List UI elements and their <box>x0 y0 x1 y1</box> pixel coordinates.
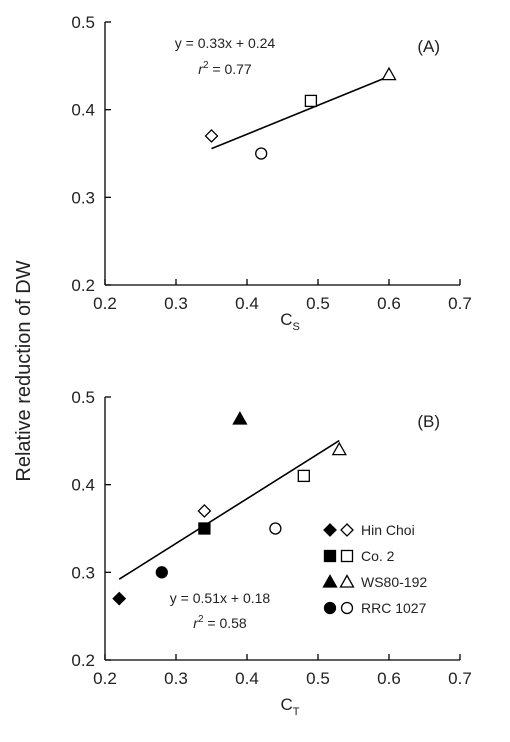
y-tick-label: 0.5 <box>71 388 95 407</box>
data-point <box>381 66 397 81</box>
x-tick-label: 0.6 <box>377 669 401 688</box>
legend-marker-open <box>339 574 355 588</box>
x-tick-label: 0.4 <box>235 294 259 313</box>
legend-label: WS80-192 <box>361 574 427 590</box>
y-tick-label: 0.3 <box>71 563 95 582</box>
legend-marker-open <box>340 601 354 615</box>
data-point <box>204 129 219 143</box>
x-axis-label: CT <box>280 695 299 718</box>
r-squared: r2 = 0.58 <box>193 614 247 631</box>
y-tick-label: 0.5 <box>71 13 95 32</box>
x-tick-label: 0.5 <box>306 669 330 688</box>
x-tick-label: 0.7 <box>448 669 472 688</box>
legend-label: RRC 1027 <box>361 600 427 616</box>
x-tick-label: 0.3 <box>164 294 188 313</box>
data-point <box>197 504 212 518</box>
panel-letter: (B) <box>417 412 440 431</box>
regression-line <box>118 439 340 580</box>
x-tick-label: 0.3 <box>164 669 188 688</box>
y-tick-label: 0.2 <box>71 276 95 295</box>
y-tick-label: 0.4 <box>71 101 95 120</box>
legend-label: Co. 2 <box>361 548 395 564</box>
legend-marker-open <box>340 549 354 563</box>
legend-marker-filled <box>323 549 337 563</box>
data-point <box>331 441 347 456</box>
y-tick-label: 0.3 <box>71 188 95 207</box>
legend-marker-open <box>340 523 354 537</box>
data-point <box>269 522 282 535</box>
legend-marker-filled <box>323 523 337 537</box>
legend-marker-filled <box>322 574 338 588</box>
x-tick-label: 0.6 <box>377 294 401 313</box>
y-tick-label: 0.4 <box>71 476 95 495</box>
data-point <box>155 566 168 579</box>
x-tick-label: 0.2 <box>93 669 117 688</box>
x-tick-label: 0.7 <box>448 294 472 313</box>
panel-b: 0.2 0.3 0.4 0.5 0.2 0.3 0.4 0.5 0.6 0.7 (B) y = 0.5… <box>71 388 471 718</box>
data-point <box>255 147 268 160</box>
data-point <box>198 522 211 535</box>
y-axis-label: Relative reduction of DW <box>13 260 35 481</box>
x-tick-label: 0.2 <box>93 294 117 313</box>
legend: Hin Choi Co. 2 WS80-192 RRC 1027 <box>322 522 427 616</box>
data-point <box>297 469 310 483</box>
x-tick-label: 0.4 <box>235 669 259 688</box>
regression-line <box>211 75 390 150</box>
x-axis-label: CS <box>280 310 300 333</box>
panel-letter: (A) <box>417 37 440 56</box>
legend-marker-filled <box>323 601 337 615</box>
regression-equation: y = 0.33x + 0.24 <box>175 35 276 51</box>
regression-equation: y = 0.51x + 0.18 <box>170 590 271 606</box>
r-squared: r2 = 0.77 <box>198 60 252 77</box>
data-point <box>112 591 127 606</box>
panel-a: 0.2 0.3 0.4 0.5 0.2 0.3 0.4 0.5 0.6 0.7 (A) y = 0.3… <box>71 13 471 333</box>
data-point <box>304 94 318 108</box>
data-point <box>232 411 248 425</box>
y-tick-label: 0.2 <box>71 651 95 670</box>
legend-label: Hin Choi <box>361 522 415 538</box>
x-tick-label: 0.5 <box>306 294 330 313</box>
